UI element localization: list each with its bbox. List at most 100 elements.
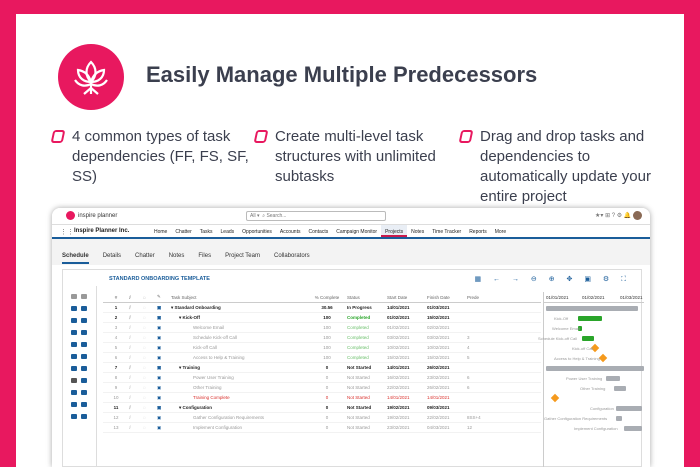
gantt-bar[interactable]	[616, 416, 622, 421]
percent-complete[interactable]: 0	[325, 425, 329, 430]
finish-date[interactable]: 22/02/2021	[427, 415, 450, 420]
nav-item-more[interactable]: More	[494, 229, 507, 235]
comment-icon[interactable]: ◌	[143, 385, 146, 390]
comment-icon[interactable]: ◌	[143, 375, 146, 380]
redo-icon[interactable]	[81, 294, 87, 299]
gantt-toolbar[interactable]: ▦ ← → ⊖ ⊕ ✥ ▣ ⚙ ⛶	[474, 276, 631, 283]
start-date[interactable]: 10/02/2021	[387, 345, 410, 350]
comment-icon[interactable]: ◌	[143, 415, 146, 420]
start-date[interactable]: 19/02/2021	[387, 405, 410, 410]
table-icon[interactable]	[71, 354, 77, 359]
task-subject[interactable]: Training Complete	[171, 395, 307, 400]
predecessors[interactable]: 3	[467, 335, 470, 340]
finish-date[interactable]: 03/02/2021	[427, 335, 450, 340]
percent-complete[interactable]: 0	[325, 415, 329, 420]
comment-icon[interactable]: ◌	[143, 345, 146, 350]
gantt-bar-summary[interactable]	[616, 406, 642, 411]
finish-date[interactable]: 09/03/2021	[427, 405, 450, 410]
grid-icon[interactable]	[71, 366, 77, 371]
row-number[interactable]: 10	[113, 395, 119, 400]
predecessors[interactable]: 6	[467, 385, 470, 390]
col-finish-date[interactable]: Finish Date	[427, 294, 450, 300]
expand-caret-icon[interactable]: ▾	[179, 314, 183, 320]
expand-caret-icon[interactable]: ▾	[179, 404, 183, 410]
comment-icon[interactable]: ◌	[143, 405, 146, 410]
percent-complete[interactable]: 0	[325, 375, 329, 380]
start-date[interactable]: 15/02/2021	[387, 355, 410, 360]
gantt-bar[interactable]	[624, 426, 642, 431]
gantt-milestone[interactable]	[550, 393, 560, 403]
comment-icon[interactable]: ◌	[143, 355, 146, 360]
comment-icon[interactable]: ◌	[143, 365, 146, 370]
task-subject[interactable]: Power User Training	[171, 375, 307, 380]
edit-icon[interactable]: ▣	[157, 344, 162, 350]
task-status[interactable]: Not Started	[347, 375, 370, 380]
percent-complete[interactable]: 100	[323, 315, 331, 320]
col-start-date[interactable]: Start Date	[387, 294, 408, 300]
tab-files[interactable]: Files	[198, 253, 212, 259]
edit-icon[interactable]: ▣	[157, 414, 162, 420]
gantt-bar[interactable]	[578, 326, 582, 331]
edit-icon[interactable]: ▣	[157, 304, 162, 310]
start-date[interactable]: 16/02/2021	[387, 375, 410, 380]
row-number[interactable]: 5	[114, 345, 118, 350]
attach-icon[interactable]: ⫽	[129, 335, 132, 340]
add-task-icon[interactable]	[71, 306, 77, 311]
nav-item-projects[interactable]: Projects	[381, 225, 408, 237]
gantt-bar[interactable]	[606, 376, 620, 381]
comment-icon[interactable]: ◌	[143, 395, 146, 400]
comment-icon[interactable]: ◌	[143, 305, 146, 310]
table-row[interactable]: 2 ⫽ ◌ ▣ ▾ Kick-Off 100 Completed 01/02/2021 15/0…	[103, 313, 541, 323]
comment-icon[interactable]: ◌	[143, 335, 146, 340]
percent-complete[interactable]: 100	[323, 325, 331, 330]
row-number[interactable]: 9	[114, 385, 118, 390]
columns-icon[interactable]	[81, 366, 87, 371]
col-status[interactable]: Status	[347, 294, 360, 300]
row-number[interactable]: 6	[114, 355, 118, 360]
attach-icon[interactable]: ⫽	[129, 385, 132, 390]
gantt-bar-summary[interactable]	[546, 366, 644, 371]
col-task-subject[interactable]: Task Subject	[171, 294, 197, 300]
finish-date[interactable]: 15/02/2021	[427, 355, 450, 360]
nav-item-accounts[interactable]: Accounts	[279, 229, 301, 235]
finish-date[interactable]: 04/03/2021	[427, 425, 450, 430]
calendar-icon[interactable]	[71, 390, 77, 395]
table-row[interactable]: 3 ⫽ ◌ ▣ Welcome Email 100 Completed 01/02/2021 0…	[103, 323, 541, 333]
edit-icon[interactable]: ▣	[157, 374, 162, 380]
start-date[interactable]: 14/01/2021	[387, 395, 410, 400]
percent-complete[interactable]: 30.56	[321, 305, 333, 310]
attach-icon[interactable]: ⫽	[129, 405, 132, 410]
start-date[interactable]: 01/02/2021	[387, 325, 410, 330]
add-subtask-icon[interactable]	[81, 306, 87, 311]
task-subject[interactable]: ▾ Training	[171, 365, 307, 371]
nav-item-reports[interactable]: Reports	[469, 229, 487, 235]
attach-icon[interactable]: ⫽	[129, 415, 132, 420]
settings-icon[interactable]	[81, 414, 87, 419]
task-status[interactable]: In Progress	[347, 305, 372, 310]
table-row[interactable]: 6 ⫽ ◌ ▣ Access to Help & Training 100 Complete…	[103, 353, 541, 363]
tab-chatter[interactable]: Chatter	[135, 253, 155, 259]
row-number[interactable]: 4	[114, 335, 118, 340]
predecessors[interactable]: 12	[467, 425, 473, 430]
nav-item-chatter[interactable]: Chatter	[175, 229, 192, 235]
rows-icon[interactable]	[81, 402, 87, 407]
edit-icon[interactable]: ▣	[157, 394, 162, 400]
attach-icon[interactable]: ⫽	[129, 355, 132, 360]
attach-icon[interactable]: ⫽	[129, 315, 132, 320]
edit-icon[interactable]: ▣	[157, 334, 162, 340]
list-icon[interactable]	[81, 354, 87, 359]
task-subject[interactable]: Schedule Kick-off Call	[171, 335, 307, 340]
tab-schedule[interactable]: Schedule	[62, 253, 89, 264]
task-status[interactable]: Not Started	[347, 365, 372, 370]
finish-date[interactable]: 15/02/2021	[427, 315, 450, 320]
finish-date[interactable]: 10/02/2021	[427, 345, 450, 350]
attach-icon[interactable]: ⫽	[129, 375, 132, 380]
link-icon[interactable]	[71, 342, 77, 347]
percent-complete[interactable]: 0	[325, 405, 329, 410]
task-subject[interactable]: Other Training	[171, 385, 307, 390]
paste-icon[interactable]	[81, 318, 87, 323]
row-number[interactable]: 7	[114, 365, 118, 370]
col-predecessors[interactable]: Prede	[467, 294, 480, 300]
table-row[interactable]: 10 ⫽ ◌ ▣ Training Complete 0 Not Started 14/01/…	[103, 393, 541, 403]
gantt-milestone[interactable]	[598, 353, 608, 363]
